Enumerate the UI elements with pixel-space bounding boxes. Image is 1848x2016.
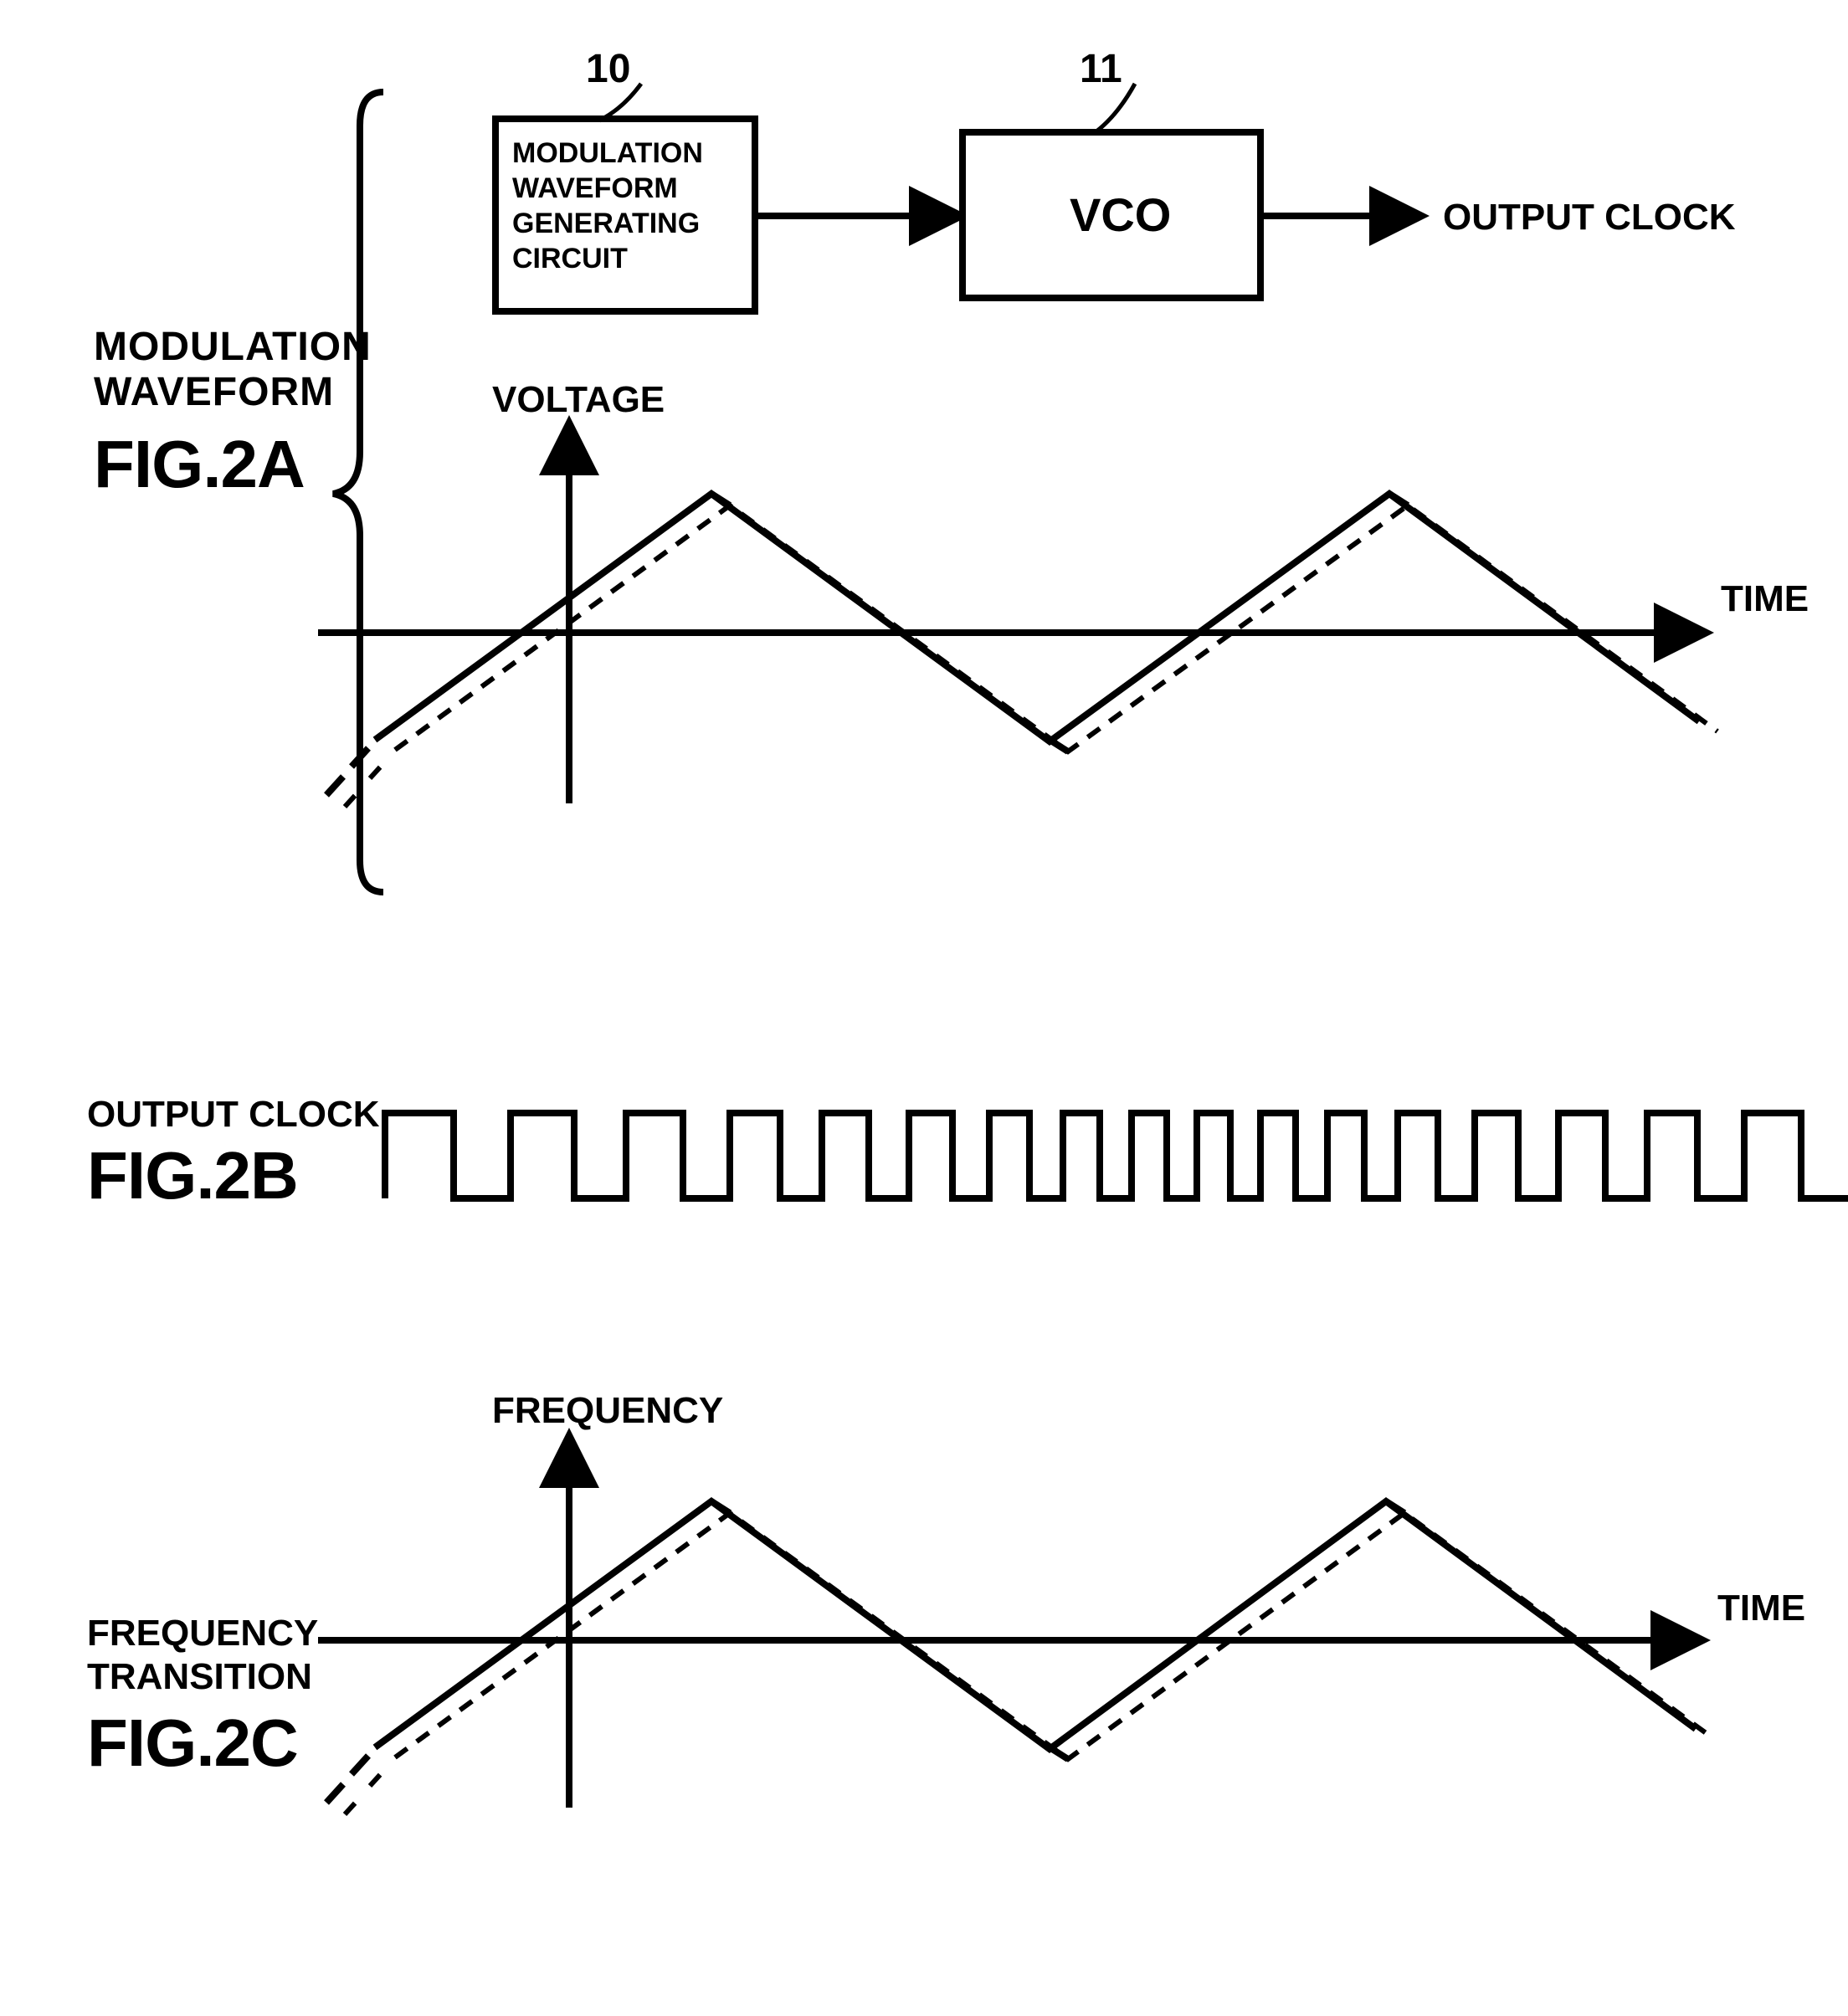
fig-2b-label: FIG.2B	[87, 1138, 298, 1213]
box1-l3: GENERATING	[512, 208, 700, 239]
tick-a-s1	[326, 777, 343, 795]
clock-waveform	[385, 1113, 1848, 1198]
output-clock-label: OUTPUT CLOCK	[1443, 197, 1736, 238]
modulation-waveform-label-l1: MODULATION	[94, 325, 372, 369]
fig-2b: OUTPUT CLOCK FIG.2B	[87, 1094, 1848, 1213]
ref-10: 10	[586, 47, 630, 91]
freq-transition-l1: FREQUENCY	[87, 1613, 318, 1654]
xlabel-time-c: TIME	[1717, 1588, 1805, 1629]
dash-wave-c	[395, 1513, 1714, 1759]
waveform-a: VOLTAGE TIME	[318, 379, 1809, 807]
tick-c-d2	[370, 1767, 387, 1786]
fig-2c: FREQUENCY TRANSITION FIG.2C FREQUENCY TI…	[87, 1390, 1805, 1814]
box1-l2: WAVEFORM	[512, 172, 678, 204]
dash-wave-a	[395, 505, 1717, 752]
output-clock-caption: OUTPUT CLOCK	[87, 1094, 380, 1135]
tick-c-s1	[326, 1784, 343, 1803]
ylabel-frequency: FREQUENCY	[492, 1390, 723, 1431]
freq-transition-l2: TRANSITION	[87, 1656, 312, 1697]
modulation-waveform-label-l2: WAVEFORM	[94, 370, 334, 414]
tick-a-d2	[370, 760, 387, 778]
ref-11: 11	[1080, 47, 1122, 91]
ref-11-lead	[1093, 84, 1135, 134]
waveform-c: FREQUENCY TIME	[318, 1390, 1805, 1814]
box1-l4: CIRCUIT	[512, 243, 628, 274]
fig-2c-label: FIG.2C	[87, 1706, 298, 1780]
ylabel-voltage: VOLTAGE	[492, 379, 665, 420]
fig-2a: MODULATION WAVEFORM FIG.2A MODULATION WA…	[94, 47, 1809, 892]
vco-label: VCO	[1070, 188, 1171, 241]
tick-c-d1	[345, 1796, 362, 1814]
xlabel-time-a: TIME	[1721, 578, 1809, 619]
fig-2a-label: FIG.2A	[94, 427, 305, 501]
tick-c-s2	[352, 1756, 368, 1774]
block-diagram: MODULATION WAVEFORM GENERATING CIRCUIT 1…	[495, 47, 1736, 311]
box1-l1: MODULATION	[512, 137, 703, 169]
